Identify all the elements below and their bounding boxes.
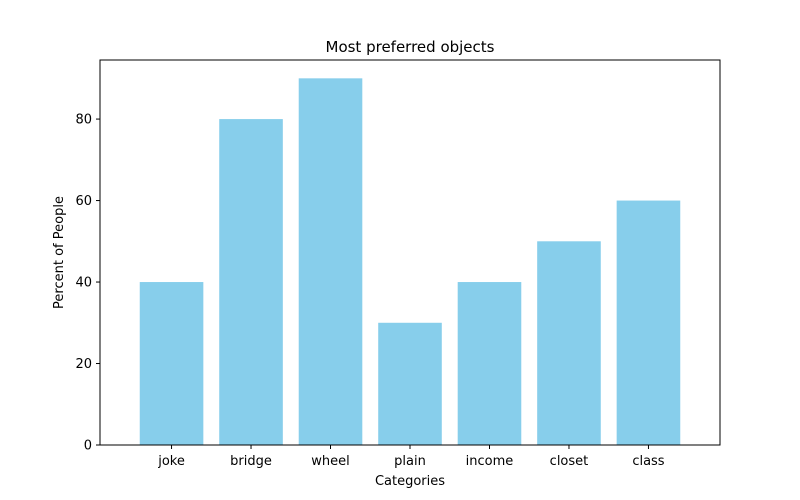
x-tick-label: bridge [230,454,272,469]
y-tick-label: 0 [84,439,92,454]
x-tick-label: closet [550,454,589,469]
y-axis-label: Percent of People [52,196,67,309]
bar-income [457,282,522,445]
bar-wheel [298,78,363,445]
x-tick-label: wheel [311,454,349,469]
chart-title: Most preferred objects [326,38,495,56]
bar-class [616,200,681,445]
plot-frame [99,59,721,446]
bars-layer [139,78,681,446]
y-tick-label: 40 [75,276,92,291]
x-tick-label: joke [157,454,185,469]
x-tick-label: class [632,454,664,469]
x-tick-label: income [466,454,514,469]
y-tick-label: 60 [75,194,92,209]
x-axis-label: Categories [375,474,445,489]
bar-bridge [219,119,283,446]
y-tick-label: 80 [75,113,92,128]
bar-joke [139,282,204,445]
ticks-layer: joke bridge wheel plain income closet class 0 20… [75,113,664,469]
bar-closet [537,241,601,445]
y-tick-label: 20 [75,357,92,372]
x-tick-label: plain [394,454,426,469]
bar-plain [378,322,442,445]
